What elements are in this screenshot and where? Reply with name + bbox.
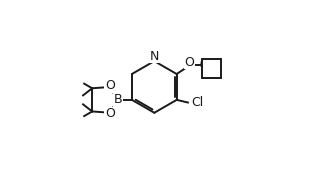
Text: O: O — [184, 56, 194, 69]
Text: B: B — [114, 93, 122, 106]
Text: Cl: Cl — [191, 96, 203, 109]
Text: N: N — [149, 50, 159, 63]
Text: O: O — [105, 107, 115, 120]
Text: O: O — [105, 79, 115, 92]
